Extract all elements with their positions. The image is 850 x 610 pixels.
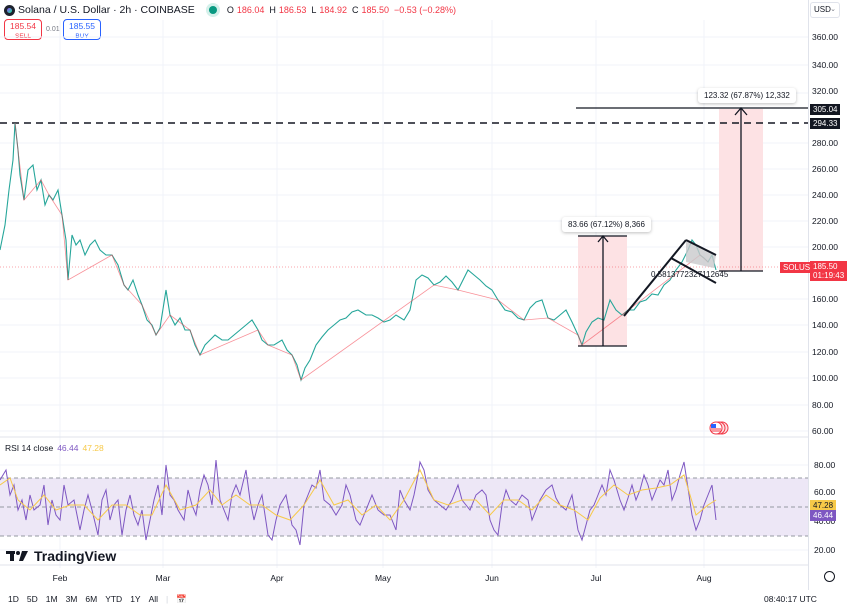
measure-label-1[interactable]: 83.66 (67.12%) 8,366 — [562, 217, 651, 232]
resistance-price-tag: 294.33 — [810, 118, 841, 129]
target-price-tag: 305.04 — [810, 104, 841, 115]
price-scale-border — [808, 0, 809, 590]
range-ytd[interactable]: YTD — [105, 594, 123, 604]
measure-tool-1 — [578, 234, 627, 347]
goto-date-icon[interactable]: 📅 — [176, 594, 187, 604]
flag-ratio-label: 0.5813772327112645 — [651, 270, 729, 279]
us-flag-event-icon[interactable] — [707, 421, 729, 435]
spread-value: 0.01 — [46, 26, 60, 33]
range-all[interactable]: All — [148, 594, 159, 604]
chevron-down-icon: ⌄ — [830, 6, 836, 13]
range-6m[interactable]: 6M — [85, 594, 98, 604]
bar-countdown: 01:19:43 — [813, 271, 845, 280]
symbol-header: Solana / U.S. Dollar · 2h · COINBASE O 18… — [4, 3, 458, 17]
symbol-tag: SOLUSD — [780, 262, 819, 273]
date-range-bar: 1D 5D 1M 3M 6M YTD 1Y All | 📅 — [8, 594, 187, 604]
measure-tool-2 — [576, 107, 808, 272]
range-1y[interactable]: 1Y — [130, 594, 141, 604]
range-5d[interactable]: 5D — [26, 594, 38, 604]
symbol-title[interactable]: Solana / U.S. Dollar · 2h · COINBASE — [18, 4, 195, 16]
utc-clock[interactable]: 08:40:17 UTC — [764, 594, 817, 604]
currency-selector[interactable]: USD ⌄ — [810, 2, 840, 18]
range-1d[interactable]: 1D — [8, 594, 19, 604]
rsi-value-tag: 46.44 — [810, 510, 837, 521]
price-change: −0.53 (−0.28%) — [393, 5, 457, 15]
last-price-tag: 185.50 01:19:43 — [810, 261, 848, 281]
range-3m[interactable]: 3M — [65, 594, 78, 604]
bull-flag-pattern — [623, 239, 717, 317]
range-1m[interactable]: 1M — [45, 594, 58, 604]
tradingview-logo[interactable]: TradingView — [6, 548, 116, 564]
price-series — [0, 122, 717, 382]
measure-label-2[interactable]: 123.32 (67.87%) 12,332 — [698, 88, 796, 103]
market-status-icon — [208, 6, 217, 14]
solana-logo-icon — [4, 4, 15, 16]
ohlc-values: O 186.04 H 186.53 L 184.92 C 185.50 −0.53 (−… — [226, 5, 457, 15]
rsi-legend[interactable]: RSI 14 close 46.44 47.28 — [5, 443, 104, 453]
rsi-ma-line — [0, 468, 717, 521]
scale-settings-icon[interactable] — [824, 571, 835, 582]
price-chart-canvas[interactable] — [0, 0, 808, 610]
grid-lines — [0, 20, 808, 568]
rsi-ma-tag: 47.28 — [810, 500, 837, 511]
tradingview-logo-icon — [6, 551, 28, 561]
rsi-line — [0, 459, 717, 546]
